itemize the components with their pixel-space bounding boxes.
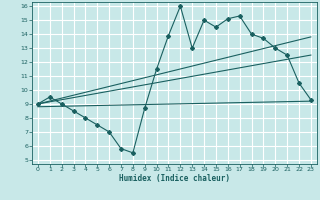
X-axis label: Humidex (Indice chaleur): Humidex (Indice chaleur) (119, 174, 230, 183)
